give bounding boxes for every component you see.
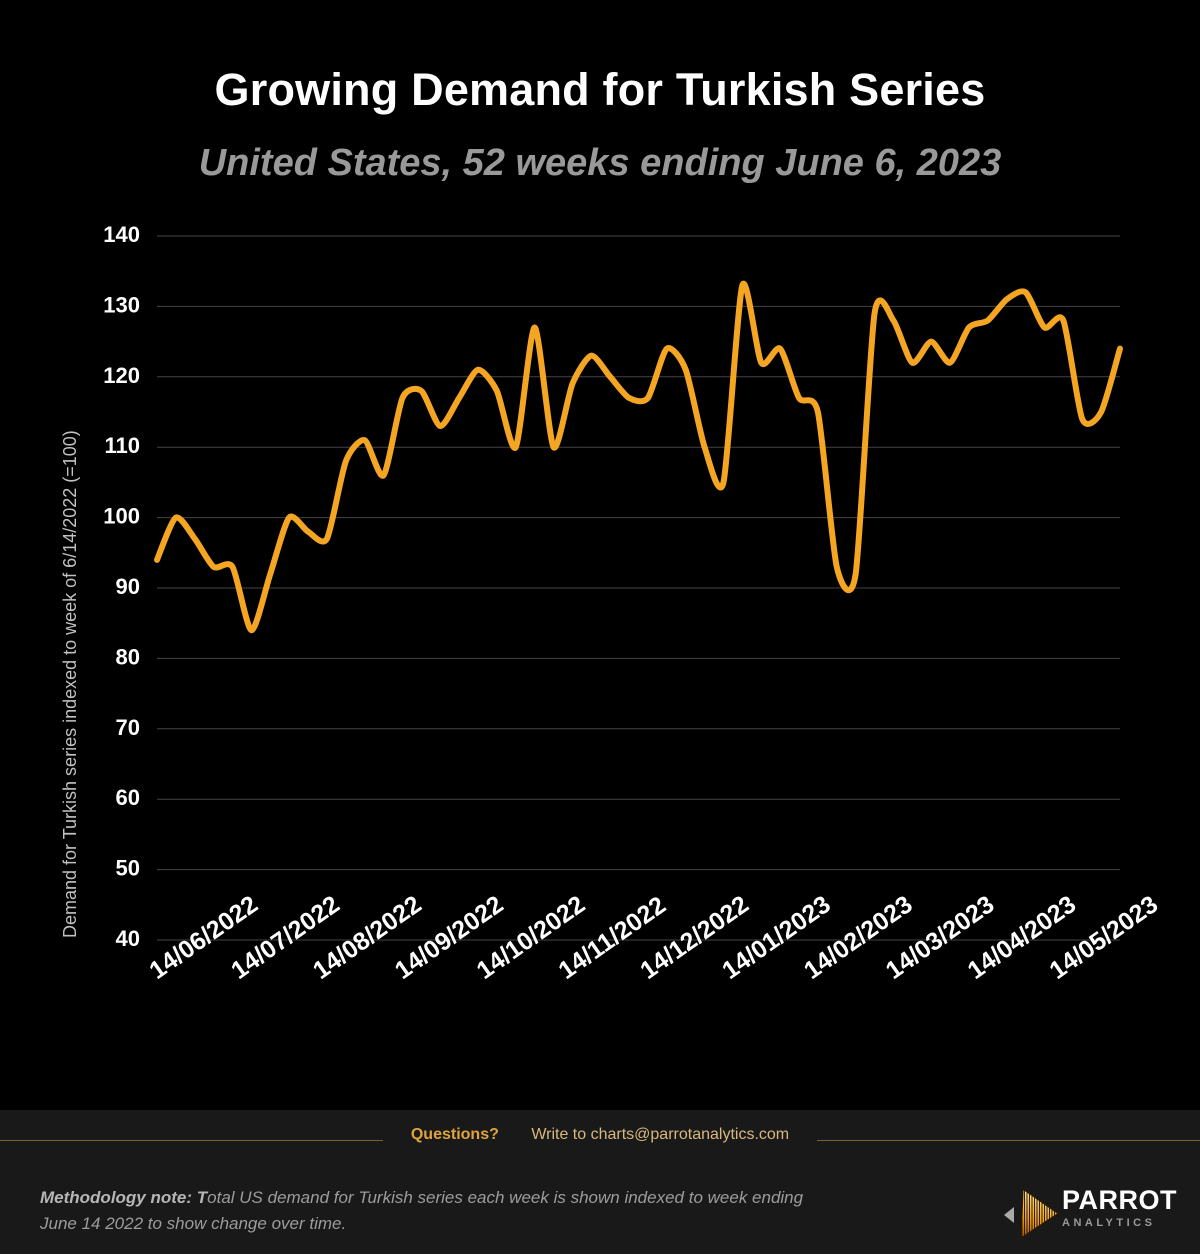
svg-text:110: 110 (105, 433, 141, 458)
svg-text:140: 140 (103, 222, 140, 247)
svg-text:120: 120 (103, 363, 140, 388)
svg-text:90: 90 (116, 574, 140, 599)
svg-text:80: 80 (116, 644, 140, 669)
svg-text:60: 60 (116, 785, 140, 810)
svg-text:40: 40 (116, 926, 140, 951)
svg-text:130: 130 (103, 292, 140, 317)
svg-text:50: 50 (116, 856, 140, 881)
svg-text:70: 70 (116, 715, 140, 740)
svg-text:100: 100 (103, 504, 140, 529)
